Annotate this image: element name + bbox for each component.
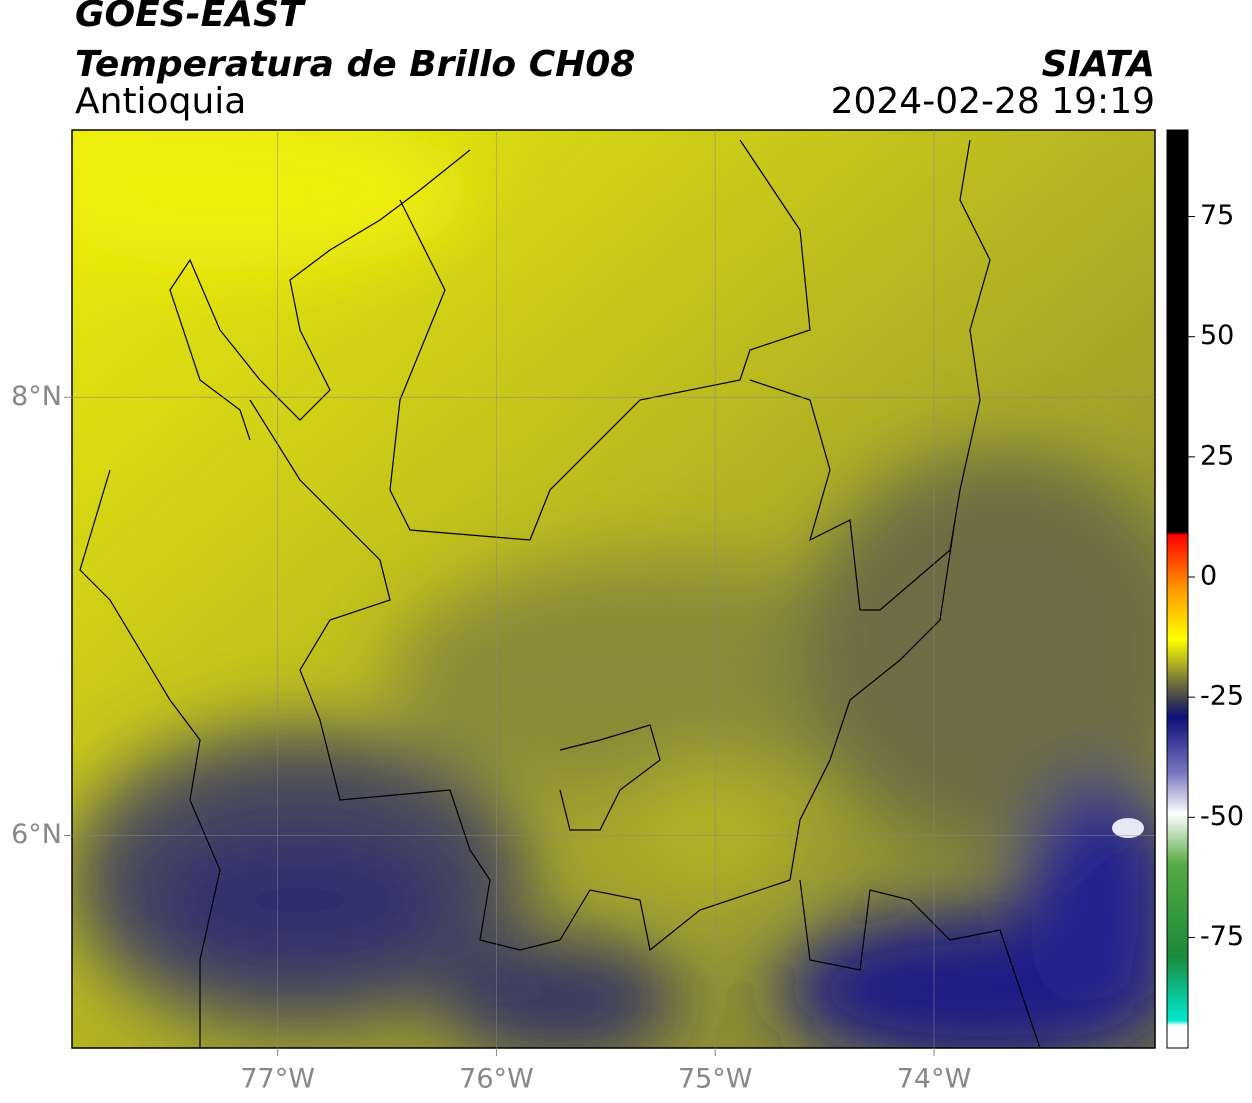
- colorbar-tick-label: 0: [1200, 560, 1217, 591]
- colorbar-tick-label: -75: [1200, 921, 1244, 952]
- colorbar-tick-label: -25: [1200, 681, 1244, 712]
- lon-tick-label: 74°W: [897, 1064, 972, 1095]
- map-field: [72, 130, 1155, 1048]
- datetime: 2024-02-28 19:19: [831, 81, 1155, 122]
- lat-tick-label: 8°N: [11, 381, 62, 412]
- map-frame: [71, 129, 1156, 1049]
- colorbar-tick-label: -50: [1200, 801, 1244, 832]
- colorbar-tick-label: 25: [1200, 440, 1234, 471]
- colorbar-tick-label: 50: [1200, 320, 1234, 351]
- lon-tick-label: 75°W: [678, 1064, 753, 1095]
- region: Antioquia: [75, 81, 246, 122]
- source: SIATA: [1042, 44, 1155, 85]
- lon-tick-label: 76°W: [459, 1064, 534, 1095]
- lon-tick-label: 77°W: [240, 1064, 315, 1095]
- lat-tick-label: 6°N: [11, 819, 62, 850]
- colorbar: [1166, 129, 1189, 1049]
- colorbar-tick-label: 75: [1200, 200, 1234, 231]
- product: Temperatura de Brillo CH08: [75, 44, 635, 85]
- title: GOES-EAST: [75, 0, 306, 35]
